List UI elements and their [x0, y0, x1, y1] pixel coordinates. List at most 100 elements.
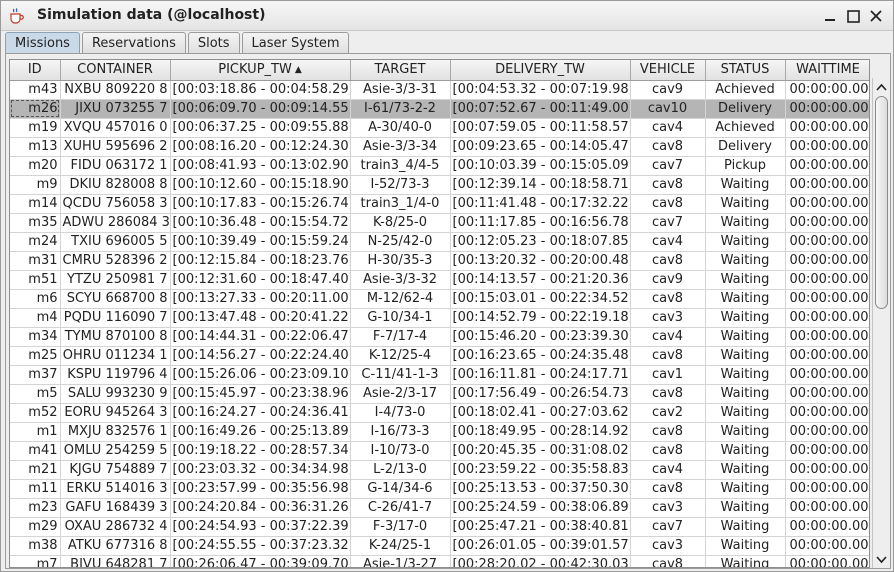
target-cell[interactable]: L-2/13-0	[350, 460, 451, 480]
column-header-delivery-tw[interactable]: DELIVERY_TW	[450, 60, 631, 81]
waittime-cell[interactable]: 00:00:00.00	[785, 270, 869, 290]
target-cell[interactable]: K-8/25-0	[350, 213, 451, 233]
id-cell[interactable]: m25	[10, 346, 61, 366]
delivery-tw-cell[interactable]: [00:18:49.95 - 00:28:14.92]	[450, 422, 631, 442]
column-header-status[interactable]: STATUS	[705, 60, 786, 81]
pickup-tw-cell[interactable]: [00:10:12.60 - 00:15:18.90]	[170, 175, 351, 195]
chevron-down-icon[interactable]	[874, 552, 889, 567]
container-cell[interactable]: PQDU 116090 7	[60, 308, 171, 328]
table-row[interactable]: m9 DKIU 828008 8 [00:10:12.60 - 00:15:18.9…	[10, 175, 869, 195]
vehicle-cell[interactable]: cav8	[630, 346, 706, 366]
id-cell[interactable]: m51	[10, 270, 61, 290]
vehicle-cell[interactable]: cav7	[630, 517, 706, 537]
waittime-cell[interactable]: 00:00:00.00	[785, 308, 869, 328]
id-cell[interactable]: m9	[10, 175, 61, 195]
id-cell[interactable]: m52	[10, 403, 61, 423]
container-cell[interactable]: YTZU 250981 7	[60, 270, 171, 290]
waittime-cell[interactable]: 00:00:00.00	[785, 346, 869, 366]
container-cell[interactable]: TXIU 696005 5	[60, 232, 171, 252]
target-cell[interactable]: G-10/34-1	[350, 308, 451, 328]
delivery-tw-cell[interactable]: [00:18:02.41 - 00:27:03.62]	[450, 403, 631, 423]
pickup-tw-cell[interactable]: [00:14:44.31 - 00:22:06.47]	[170, 327, 351, 347]
vehicle-cell[interactable]: cav4	[630, 460, 706, 480]
container-cell[interactable]: JIXU 073255 7	[60, 99, 171, 119]
status-cell[interactable]: Waiting	[705, 213, 786, 233]
container-cell[interactable]: ADWU 286084 3	[60, 213, 171, 233]
id-cell[interactable]: m13	[10, 137, 61, 157]
target-cell[interactable]: C-26/41-7	[350, 498, 451, 518]
column-header-target[interactable]: TARGET	[350, 60, 451, 81]
target-cell[interactable]: I-61/73-2-2	[350, 99, 451, 119]
delivery-tw-cell[interactable]: [00:11:41.48 - 00:17:32.22]	[450, 194, 631, 214]
vehicle-cell[interactable]: cav8	[630, 175, 706, 195]
container-cell[interactable]: TYMU 870100 8	[60, 327, 171, 347]
delivery-tw-cell[interactable]: [00:23:59.22 - 00:35:58.83]	[450, 460, 631, 480]
target-cell[interactable]: K-12/25-4	[350, 346, 451, 366]
target-cell[interactable]: H-30/35-3	[350, 251, 451, 271]
delivery-tw-cell[interactable]: [00:13:20.32 - 00:20:00.48]	[450, 251, 631, 271]
target-cell[interactable]: Asie-1/3-27	[350, 555, 451, 567]
id-cell[interactable]: m43	[10, 80, 61, 100]
waittime-cell[interactable]: 00:00:00.00	[785, 422, 869, 442]
table-row[interactable]: m5 SALU 993230 9 [00:15:45.97 - 00:23:38.9…	[10, 384, 869, 404]
pickup-tw-cell[interactable]: [00:12:31.60 - 00:18:47.40]	[170, 270, 351, 290]
status-cell[interactable]: Waiting	[705, 251, 786, 271]
pickup-tw-cell[interactable]: [00:06:37.25 - 00:09:55.88]	[170, 118, 351, 138]
container-cell[interactable]: ERKU 514016 3	[60, 479, 171, 499]
vehicle-cell[interactable]: cav8	[630, 422, 706, 442]
id-cell[interactable]: m19	[10, 118, 61, 138]
container-cell[interactable]: DKIU 828008 8	[60, 175, 171, 195]
table-row[interactable]: m23 GAFU 168439 3 [00:24:20.84 - 00:36:31.…	[10, 498, 869, 518]
delivery-tw-cell[interactable]: [00:16:23.65 - 00:24:35.48]	[450, 346, 631, 366]
target-cell[interactable]: G-14/34-6	[350, 479, 451, 499]
status-cell[interactable]: Delivery	[705, 137, 786, 157]
delivery-tw-cell[interactable]: [00:09:23.65 - 00:14:05.47]	[450, 137, 631, 157]
pickup-tw-cell[interactable]: [00:13:27.33 - 00:20:11.00]	[170, 289, 351, 309]
pickup-tw-cell[interactable]: [00:10:36.48 - 00:15:54.72]	[170, 213, 351, 233]
delivery-tw-cell[interactable]: [00:12:05.23 - 00:18:07.85]	[450, 232, 631, 252]
table-row[interactable]: m24 TXIU 696005 5 [00:10:39.49 - 00:15:59.…	[10, 232, 869, 252]
vehicle-cell[interactable]: cav3	[630, 498, 706, 518]
table-row[interactable]: m29 OXAU 286732 4 [00:24:54.93 - 00:37:22.…	[10, 517, 869, 537]
id-cell[interactable]: m20	[10, 156, 61, 176]
container-cell[interactable]: KJGU 754889 7	[60, 460, 171, 480]
id-cell[interactable]: m6	[10, 289, 61, 309]
delivery-tw-cell[interactable]: [00:07:52.67 - 00:11:49.00]	[450, 99, 631, 119]
target-cell[interactable]: train3_4/4-5	[350, 156, 451, 176]
table-row[interactable]: m13 XUHU 595696 2 [00:08:16.20 - 00:12:24.…	[10, 137, 869, 157]
pickup-tw-cell[interactable]: [00:14:56.27 - 00:22:24.40]	[170, 346, 351, 366]
pickup-tw-cell[interactable]: [00:13:47.48 - 00:20:41.22]	[170, 308, 351, 328]
chevron-up-icon[interactable]	[874, 79, 889, 94]
pickup-tw-cell[interactable]: [00:16:49.26 - 00:25:13.89]	[170, 422, 351, 442]
status-cell[interactable]: Achieved	[705, 118, 786, 138]
pickup-tw-cell[interactable]: [00:15:26.06 - 00:23:09.10]	[170, 365, 351, 385]
target-cell[interactable]: A-30/40-0	[350, 118, 451, 138]
vertical-scrollbar[interactable]	[872, 78, 889, 568]
target-cell[interactable]: F-3/17-0	[350, 517, 451, 537]
pickup-tw-cell[interactable]: [00:23:57.99 - 00:35:56.98]	[170, 479, 351, 499]
table-row[interactable]: m52 EORU 945264 3 [00:16:24.27 - 00:24:36.…	[10, 403, 869, 423]
status-cell[interactable]: Waiting	[705, 479, 786, 499]
status-cell[interactable]: Waiting	[705, 194, 786, 214]
target-cell[interactable]: Asie-3/3-34	[350, 137, 451, 157]
container-cell[interactable]: OHRU 011234 1	[60, 346, 171, 366]
waittime-cell[interactable]: 00:00:00.00	[785, 479, 869, 499]
container-cell[interactable]: EORU 945264 3	[60, 403, 171, 423]
waittime-cell[interactable]: 00:00:00.00	[785, 232, 869, 252]
vehicle-cell[interactable]: cav10	[630, 99, 706, 119]
container-cell[interactable]: QCDU 756058 3	[60, 194, 171, 214]
container-cell[interactable]: SALU 993230 9	[60, 384, 171, 404]
target-cell[interactable]: I-16/73-3	[350, 422, 451, 442]
pickup-tw-cell[interactable]: [00:24:55.55 - 00:37:23.32]	[170, 536, 351, 556]
pickup-tw-cell[interactable]: [00:03:18.86 - 00:04:58.29]	[170, 80, 351, 100]
status-cell[interactable]: Pickup	[705, 156, 786, 176]
vehicle-cell[interactable]: cav4	[630, 232, 706, 252]
vehicle-cell[interactable]: cav8	[630, 289, 706, 309]
waittime-cell[interactable]: 00:00:00.00	[785, 213, 869, 233]
target-cell[interactable]: C-11/41-1-3	[350, 365, 451, 385]
scrollbar-thumb[interactable]	[875, 96, 888, 309]
pickup-tw-cell[interactable]: [00:24:20.84 - 00:36:31.26]	[170, 498, 351, 518]
container-cell[interactable]: OMLU 254259 5	[60, 441, 171, 461]
vehicle-cell[interactable]: cav8	[630, 555, 706, 567]
table-row[interactable]: m11 ERKU 514016 3 [00:23:57.99 - 00:35:56.…	[10, 479, 869, 499]
